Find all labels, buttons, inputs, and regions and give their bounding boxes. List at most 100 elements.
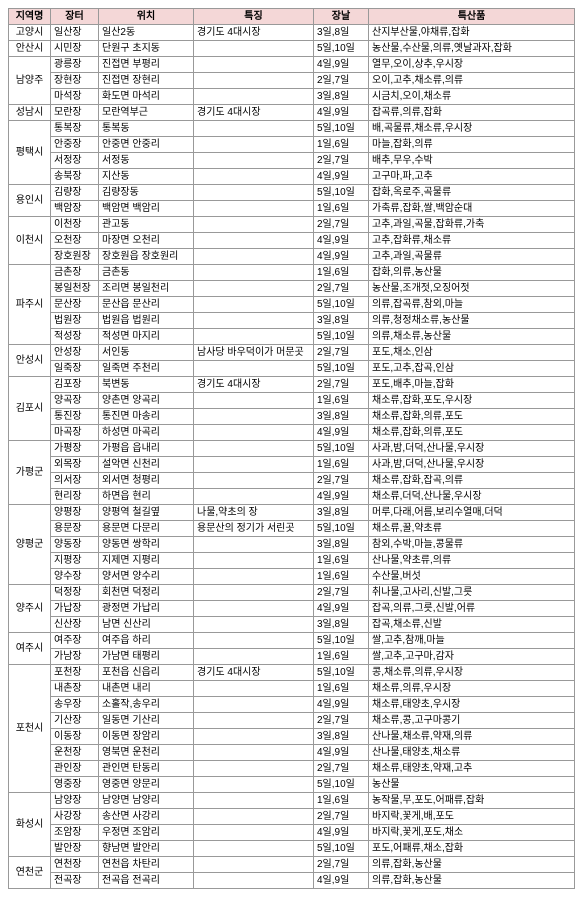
table-row: 관인장관인면 탄동리2일,7일채소류,태양초,약재,고추 <box>9 761 575 777</box>
cell-market: 기산장 <box>51 713 99 729</box>
cell-feature: 남사당 바우덕이가 머문곳 <box>194 345 314 361</box>
table-row: 용인시김량장김량장동5일,10일잡화,옥로주,곡물류 <box>9 185 575 201</box>
cell-region: 용인시 <box>9 185 51 217</box>
table-row: 신산장남면 신산리3일,8일잡곡,채소류,신발 <box>9 617 575 633</box>
cell-location: 관인면 탄동리 <box>99 761 194 777</box>
cell-feature <box>194 265 314 281</box>
table-row: 마곡장하성면 마곡리4일,9일채소류,잡화,의류,포도 <box>9 425 575 441</box>
cell-market: 영중장 <box>51 777 99 793</box>
cell-location: 우정면 조암리 <box>99 825 194 841</box>
cell-day: 4일,9일 <box>314 873 369 889</box>
cell-feature <box>194 57 314 73</box>
cell-feature <box>194 297 314 313</box>
cell-region: 화성시 <box>9 793 51 857</box>
cell-specialty: 취나물,고사리,신발,그릇 <box>369 585 575 601</box>
cell-feature <box>194 777 314 793</box>
cell-market: 장호원장 <box>51 249 99 265</box>
cell-market: 신산장 <box>51 617 99 633</box>
cell-day: 4일,9일 <box>314 425 369 441</box>
cell-location: 송산면 사강리 <box>99 809 194 825</box>
cell-specialty: 의류,청정채소류,농산물 <box>369 313 575 329</box>
cell-feature <box>194 601 314 617</box>
cell-market: 통진장 <box>51 409 99 425</box>
table-row: 송우장소홀작,송우리4일,9일채소류,태양초,우시장 <box>9 697 575 713</box>
cell-market: 송북장 <box>51 169 99 185</box>
table-row: 내촌장내촌면 내리 1일,6일채소류,의류,우시장 <box>9 681 575 697</box>
cell-specialty: 채소류,태양초,약재,고추 <box>369 761 575 777</box>
table-row: 포천시포천장포천읍 신읍리경기도 4대시장5일,10일콩,채소류,의류,우시장 <box>9 665 575 681</box>
table-row: 양수장양서면 양수리1일,6일수산물,버섯 <box>9 569 575 585</box>
cell-market: 지평장 <box>51 553 99 569</box>
cell-location: 내촌면 내리 <box>99 681 194 697</box>
cell-day: 1일,6일 <box>314 201 369 217</box>
cell-specialty: 잡화,옥로주,곡물류 <box>369 185 575 201</box>
cell-location: 소홀작,송우리 <box>99 697 194 713</box>
cell-specialty: 의류,잡화,농산물 <box>369 873 575 889</box>
cell-day: 2일,7일 <box>314 73 369 89</box>
cell-market: 모란장 <box>51 105 99 121</box>
cell-day: 2일,7일 <box>314 585 369 601</box>
table-row: 전곡장전곡읍 전곡리4일,9일의류,잡화,농산물 <box>9 873 575 889</box>
cell-feature <box>194 41 314 57</box>
cell-day: 1일,6일 <box>314 681 369 697</box>
cell-market: 안성장 <box>51 345 99 361</box>
cell-feature <box>194 809 314 825</box>
cell-feature <box>194 441 314 457</box>
cell-region: 양평군 <box>9 505 51 585</box>
cell-feature <box>194 409 314 425</box>
cell-day: 5일,10일 <box>314 665 369 681</box>
cell-specialty: 고추,과일,곡물,잡화류,가축 <box>369 217 575 233</box>
cell-location: 일산2동 <box>99 25 194 41</box>
cell-market: 의서장 <box>51 473 99 489</box>
cell-specialty: 의류,채소류,농산물 <box>369 329 575 345</box>
cell-market: 일산장 <box>51 25 99 41</box>
cell-market: 오천장 <box>51 233 99 249</box>
cell-market: 현리장 <box>51 489 99 505</box>
cell-location: 이동면 장암리 <box>99 729 194 745</box>
table-row: 용문장용문면 다문리용문산의 정기가 서린곳5일,10일채소류,꿀,약초류 <box>9 521 575 537</box>
cell-feature <box>194 121 314 137</box>
cell-market: 내촌장 <box>51 681 99 697</box>
cell-location: 북변동 <box>99 377 194 393</box>
cell-market: 광릉장 <box>51 57 99 73</box>
table-row: 안성시안성장서인동남사당 바우덕이가 머문곳2일,7일포도,채소,인삼 <box>9 345 575 361</box>
table-row: 오천장마장면 오천리4일,9일고추,잡화류,채소류 <box>9 233 575 249</box>
cell-specialty: 포도,배추,마늘,잡화 <box>369 377 575 393</box>
cell-specialty: 농산물,조개젓,오징어젓 <box>369 281 575 297</box>
cell-specialty: 잡곡류,의류,잡화 <box>369 105 575 121</box>
cell-location: 가평읍 읍내리 <box>99 441 194 457</box>
cell-location: 여주읍 하리 <box>99 633 194 649</box>
cell-specialty: 의류,잡곡류,참외,마늘 <box>369 297 575 313</box>
cell-specialty: 산나물,태양초,채소류 <box>369 745 575 761</box>
cell-market: 이동장 <box>51 729 99 745</box>
cell-specialty: 포도,어패류,채소,잡화 <box>369 841 575 857</box>
cell-market: 양곡장 <box>51 393 99 409</box>
table-row: 백암장백암면 백암리1일,6일가축류,잡화,쌀,백암순대 <box>9 201 575 217</box>
cell-feature <box>194 857 314 873</box>
cell-feature <box>194 569 314 585</box>
table-row: 가평군가평장가평읍 읍내리5일,10일사과,밤,더덕,산나물,우시장 <box>9 441 575 457</box>
cell-day: 1일,6일 <box>314 569 369 585</box>
cell-specialty: 배,곡물류,채소류,우시장 <box>369 121 575 137</box>
cell-day: 4일,9일 <box>314 745 369 761</box>
table-row: 마석장화도면 마석리3일,8일시금치,오이,채소류 <box>9 89 575 105</box>
cell-market: 서정장 <box>51 153 99 169</box>
table-row: 안산시시민장단원구 초지동5일,10일농산물,수산물,의류,옛날과자,잡화 <box>9 41 575 57</box>
cell-day: 2일,7일 <box>314 217 369 233</box>
cell-location: 서인동 <box>99 345 194 361</box>
cell-day: 4일,9일 <box>314 233 369 249</box>
cell-region: 평택시 <box>9 121 51 185</box>
cell-region: 고양시 <box>9 25 51 41</box>
cell-location: 백암면 백암리 <box>99 201 194 217</box>
cell-feature: 용문산의 정기가 서린곳 <box>194 521 314 537</box>
cell-market: 가납장 <box>51 601 99 617</box>
cell-location: 포천읍 신읍리 <box>99 665 194 681</box>
table-row: 연천군연천장연천읍 차탄리2일,7일의류,잡화,농산물 <box>9 857 575 873</box>
cell-location: 양동면 쌍학리 <box>99 537 194 553</box>
cell-feature: 경기도 4대시장 <box>194 665 314 681</box>
cell-location: 하성면 마곡리 <box>99 425 194 441</box>
cell-day: 5일,10일 <box>314 441 369 457</box>
cell-location: 모란역부근 <box>99 105 194 121</box>
cell-specialty: 채소류,의류,우시장 <box>369 681 575 697</box>
cell-specialty: 산나물,채소류,약재,의류 <box>369 729 575 745</box>
